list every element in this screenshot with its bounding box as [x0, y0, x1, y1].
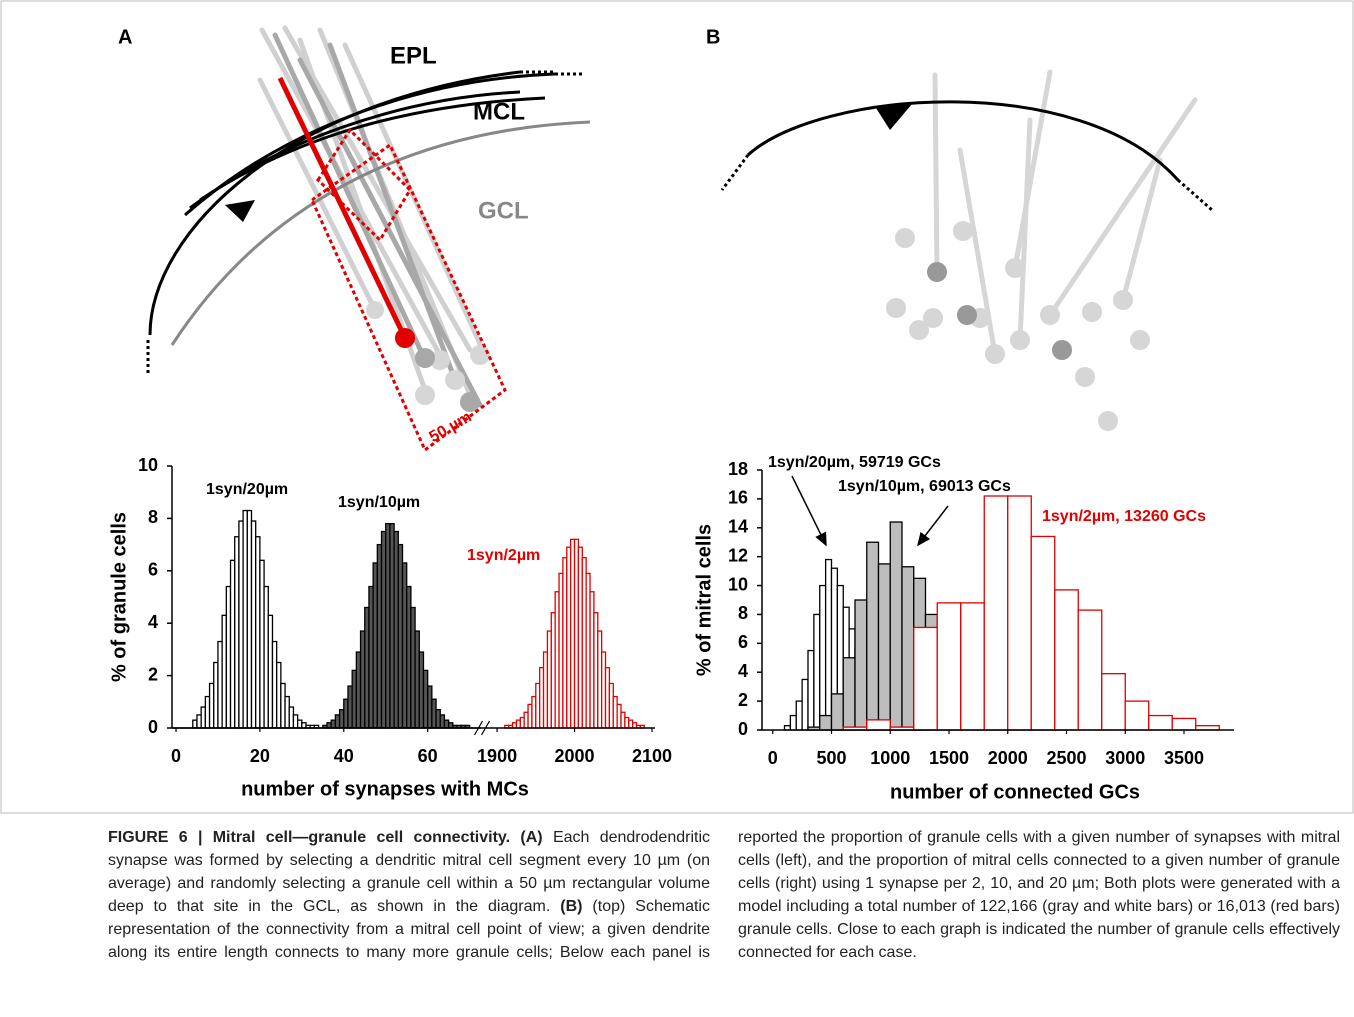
diagram-a: A EPL MCL GCL 50 µm: [118, 25, 591, 453]
histogram-bar: [813, 613, 821, 731]
x-tick-label: 60: [418, 746, 438, 766]
axis-break: [473, 720, 484, 736]
y-tick-label: 10: [728, 574, 748, 594]
histogram-bar: [960, 602, 985, 731]
x-tick-label: 40: [334, 746, 354, 766]
y-tick-label: 4: [738, 661, 748, 681]
x-tick-label: 2100: [632, 746, 672, 766]
histogram-bar: [1030, 535, 1056, 731]
layer-label: MCL: [473, 98, 525, 125]
x-tick-label: 1000: [870, 748, 910, 768]
series-label: 1syn/10µm: [338, 494, 420, 511]
series-label: 1syn/20µm: [206, 481, 288, 498]
y-tick-label: 0: [738, 719, 748, 739]
histogram-bar: [877, 563, 891, 731]
x-tick-label: 0: [171, 746, 181, 766]
scale-label: 50 µm: [427, 409, 475, 447]
y-tick-label: 6: [148, 560, 158, 580]
histogram-bar: [866, 541, 880, 731]
y-tick-label: 6: [738, 632, 748, 652]
axis-break: [480, 720, 491, 736]
histogram-bar: [913, 626, 938, 731]
y-tick-label: 16: [728, 488, 748, 508]
x-tick-label: 2000: [555, 746, 595, 766]
x-tick-label: 20: [250, 746, 270, 766]
histogram-bar: [801, 678, 809, 731]
histogram-bar: [1148, 714, 1173, 731]
figure: A EPL MCL GCL 50 µm B 1syn/20µm 1syn/10µm…: [0, 0, 1354, 814]
histogram-bar: [889, 521, 903, 731]
histogram-bar: [1054, 589, 1079, 731]
y-tick-label: 2: [738, 690, 748, 710]
y-tick-label: 8: [738, 603, 748, 623]
caption-text: (top) Schematic representation of the co…: [108, 829, 1340, 961]
y-tick-label: 4: [148, 612, 158, 632]
figure-frame: [0, 0, 1354, 814]
x-tick-label: 3000: [1105, 748, 1145, 768]
series-label: 1syn/2µm, 13260 GCs: [1042, 508, 1206, 525]
histogram-bar: [901, 566, 915, 731]
x-axis-label: number of synapses with MCs: [241, 778, 529, 800]
annotation-arrow: [917, 505, 949, 547]
y-axis-label: % of granule cells: [108, 512, 130, 682]
histogram-bar: [983, 495, 1009, 731]
x-axis-label: number of connected GCs: [890, 781, 1140, 803]
y-axis-label: % of mitral cells: [693, 524, 715, 676]
histogram-bar: [1124, 700, 1150, 731]
caption-title: FIGURE 6 | Mitral cell—granule cell conn…: [108, 829, 511, 846]
caption-text: Each dendrodendritic synapse was formed …: [108, 829, 711, 915]
x-tick-label: 2500: [1046, 748, 1086, 768]
histogram-bar: [1007, 495, 1032, 731]
layer-label: EPL: [390, 42, 437, 69]
caption-label: (B): [560, 898, 583, 915]
layer-label: GCL: [478, 197, 529, 224]
x-tick-label: 1900: [477, 746, 517, 766]
x-tick-label: 500: [816, 748, 846, 768]
histogram-bar: [789, 714, 797, 731]
x-tick-label: 3500: [1164, 748, 1204, 768]
y-tick-label: 0: [148, 717, 158, 737]
histogram-bar: [866, 719, 891, 731]
y-tick-label: 18: [728, 459, 748, 479]
histogram-bar: [824, 558, 833, 731]
histogram-bar: [807, 649, 815, 731]
y-tick-label: 10: [138, 455, 158, 475]
histogram-bar: [1101, 673, 1126, 731]
histogram-bar: [1171, 717, 1197, 731]
caption: FIGURE 6 | Mitral cell—granule cell conn…: [108, 826, 1340, 964]
x-tick-label: 2000: [988, 748, 1028, 768]
histogram-bar: [819, 714, 833, 731]
x-tick-label: 0: [768, 748, 778, 768]
panel-label: B: [706, 26, 720, 48]
histogram-bar: [842, 657, 856, 731]
histogram-bar: [830, 693, 844, 731]
y-tick-label: 14: [728, 517, 748, 537]
histogram-bar: [854, 599, 868, 731]
diagram-b: B: [706, 26, 1213, 431]
x-tick-label: 1500: [929, 748, 969, 768]
series-label: 1syn/10µm, 69013 GCs: [838, 478, 1011, 495]
histogram-bar: [795, 700, 803, 731]
y-tick-label: 8: [148, 507, 158, 527]
series-label: 1syn/20µm, 59719 GCs: [768, 454, 941, 471]
y-tick-label: 2: [148, 664, 158, 684]
y-tick-label: 12: [728, 545, 748, 565]
caption-label: (A): [520, 829, 543, 846]
histogram-bar: [819, 584, 827, 731]
series-label: 1syn/2µm: [467, 547, 540, 564]
panel-label: A: [118, 26, 132, 48]
histogram-bar: [1077, 609, 1103, 731]
histogram-bar: [936, 602, 962, 731]
annotation-arrow: [791, 475, 827, 547]
